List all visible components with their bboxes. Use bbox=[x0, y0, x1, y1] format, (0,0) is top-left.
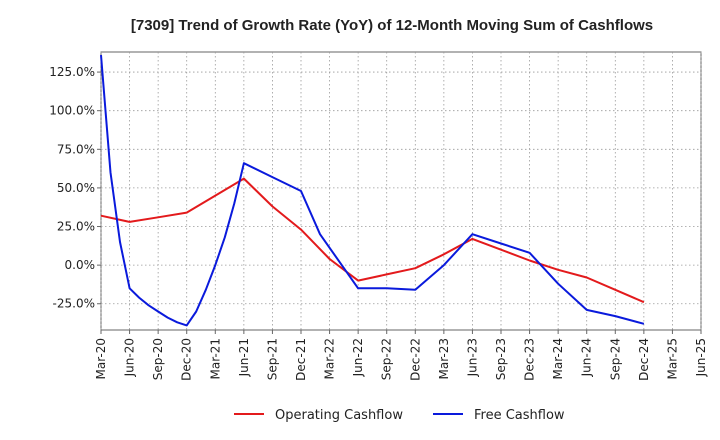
legend: Operating Cashflow Free Cashflow bbox=[234, 408, 565, 423]
x-axis: Mar-20 Jun-20 Sep-20 Dec-20 Mar-21 Jun-21 Sep-… bbox=[94, 330, 708, 381]
x-tick-label: Jun-23 bbox=[465, 338, 479, 377]
x-tick-label: Sep-20 bbox=[151, 338, 165, 380]
x-tick-label: Jun-21 bbox=[237, 338, 251, 377]
y-tick-label: 125.0% bbox=[49, 65, 95, 79]
x-tick-label: Jun-24 bbox=[580, 338, 594, 377]
x-tick-label: Sep-21 bbox=[265, 338, 279, 380]
x-tick-label: Jun-20 bbox=[123, 338, 137, 377]
x-tick-label: Mar-25 bbox=[665, 338, 679, 379]
legend-label: Free Cashflow bbox=[474, 408, 565, 423]
x-tick-label: Jun-22 bbox=[351, 338, 365, 377]
x-tick-label: Dec-23 bbox=[523, 338, 537, 381]
x-tick-label: Jun-25 bbox=[694, 338, 708, 377]
series-line-0 bbox=[100, 177, 645, 304]
y-tick-label: 50.0% bbox=[57, 181, 95, 195]
y-tick-label: 25.0% bbox=[57, 220, 95, 234]
horizontal-gridlines bbox=[101, 71, 701, 305]
x-tick-label: Dec-20 bbox=[180, 338, 194, 381]
y-tick-label: -25.0% bbox=[53, 297, 95, 311]
y-tick-label: 0.0% bbox=[65, 258, 96, 272]
chart-title: [7309] Trend of Growth Rate (YoY) of 12-… bbox=[131, 17, 653, 34]
x-tick-label: Dec-21 bbox=[294, 338, 308, 381]
x-tick-label: Mar-20 bbox=[94, 338, 108, 379]
x-tick-label: Dec-24 bbox=[637, 338, 651, 381]
x-tick-label: Mar-24 bbox=[551, 338, 565, 379]
x-tick-label: Sep-23 bbox=[494, 338, 508, 380]
y-axis: 125.0% 100.0% 75.0% 50.0% 25.0% 0.0% -25.0% bbox=[49, 65, 101, 311]
x-tick-label: Sep-22 bbox=[380, 338, 394, 380]
legend-label: Operating Cashflow bbox=[275, 408, 403, 423]
y-tick-label: 75.0% bbox=[57, 142, 95, 156]
y-tick-label: 100.0% bbox=[49, 104, 95, 118]
series-lines bbox=[100, 55, 645, 327]
x-tick-label: Dec-22 bbox=[408, 338, 422, 381]
series-line-1 bbox=[100, 55, 645, 327]
x-tick-label: Mar-23 bbox=[437, 338, 451, 379]
x-tick-label: Mar-21 bbox=[208, 338, 222, 379]
x-tick-label: Mar-22 bbox=[323, 338, 337, 379]
x-tick-label: Sep-24 bbox=[608, 338, 622, 380]
